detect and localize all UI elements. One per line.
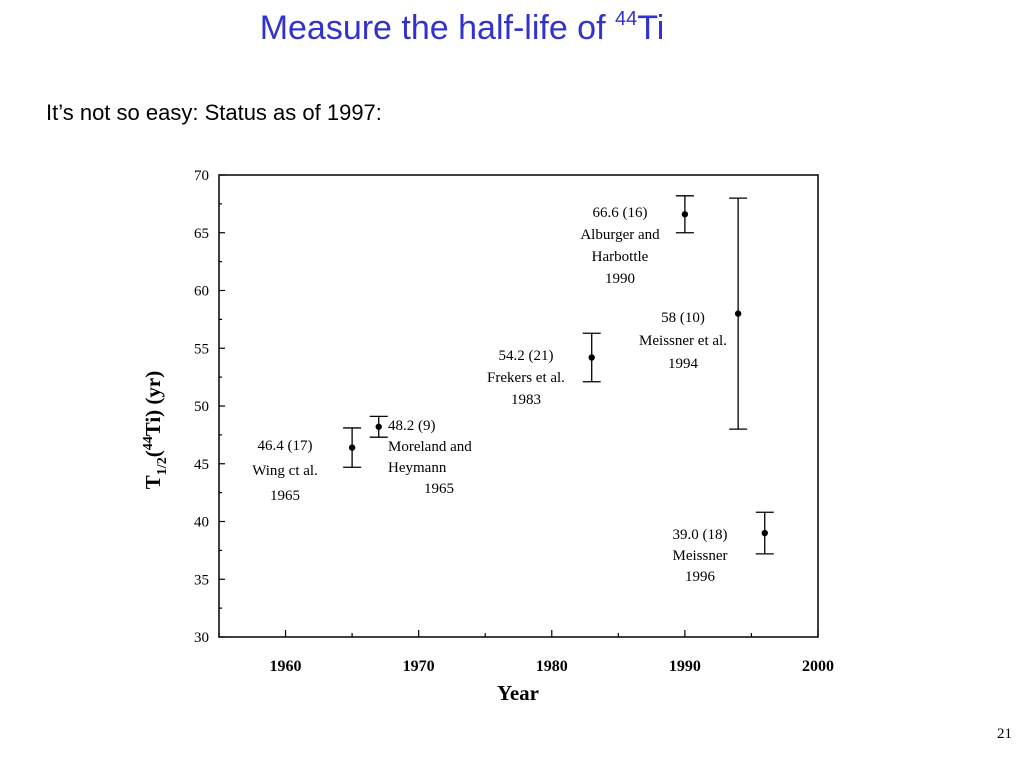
data-point (681, 211, 689, 218)
data-point (588, 354, 595, 361)
y-axis-title-sub: 1/2 (155, 457, 170, 475)
y-tick-label: 45 (194, 457, 209, 473)
data-label: 48.2 (9) (388, 418, 436, 434)
chart-points (343, 195, 774, 555)
x-tick-label: 1990 (669, 658, 701, 675)
data-label: 1990 (605, 271, 635, 287)
data-label: Heymann (388, 460, 447, 476)
data-label: Frekers et al. (487, 370, 565, 386)
data-point (734, 310, 742, 317)
slide-title: Measure the half-life of 44Ti (0, 8, 924, 48)
slide-subtitle: It’s not so easy: Status as of 1997: (46, 100, 382, 125)
x-tick-label: 1960 (270, 658, 302, 675)
data-label: 54.2 (21) (499, 348, 554, 364)
title-tail: Ti (637, 9, 665, 47)
y-axis-title-sup: 44 (141, 436, 156, 450)
y-tick-label: 65 (194, 226, 209, 242)
data-label: Wing ct al. (252, 463, 318, 479)
data-label: Moreland and (388, 439, 472, 455)
y-axis-title-rest: Ti) (yr) (141, 371, 165, 437)
data-label: Meissner (673, 548, 728, 564)
y-axis-title: T1/2(44Ti) (yr) (141, 371, 170, 489)
y-tick-label: 40 (194, 515, 209, 531)
y-tick-label: 35 (194, 572, 209, 588)
x-tick-label: 1970 (403, 658, 435, 675)
data-label: 1965 (270, 488, 300, 504)
data-label: Harbottle (592, 249, 649, 265)
x-tick-label: 2000 (802, 658, 834, 675)
y-tick-label: 60 (194, 284, 209, 300)
title-main: Measure the half-life of (259, 9, 615, 47)
y-axis-title-main: T (141, 475, 165, 489)
data-label: 1996 (685, 569, 716, 585)
data-label: 58 (10) (661, 310, 705, 326)
y-tick-label: 30 (194, 630, 209, 646)
data-label: 1965 (424, 481, 454, 497)
y-tick-label: 50 (194, 399, 209, 415)
data-point (348, 444, 356, 451)
y-tick-label: 70 (194, 168, 209, 184)
x-tick-label: 1980 (536, 658, 568, 675)
data-label: 39.0 (18) (673, 527, 728, 543)
y-tick-label: 55 (194, 341, 209, 357)
data-point (375, 423, 382, 430)
y-axis-title-open: ( (141, 450, 165, 457)
data-label: Meissner et al. (639, 333, 727, 349)
chart-annotations: 46.4 (17) Wing ct al. 1965 48.2 (9) Moreland… (252, 205, 727, 585)
page-number: 21 (997, 726, 1012, 742)
data-label: 1994 (668, 356, 699, 372)
data-label: Alburger and (580, 227, 660, 243)
data-point (761, 529, 768, 537)
data-label: 66.6 (16) (593, 205, 648, 221)
x-axis-title: Year (497, 681, 539, 705)
data-label: 1983 (511, 392, 541, 408)
title-superscript: 44 (614, 8, 638, 30)
data-label: 46.4 (17) (258, 438, 313, 454)
chart-ticks: 30 35 40 45 50 55 60 65 70 1960 1970 1980 1990 2000 (194, 168, 834, 675)
